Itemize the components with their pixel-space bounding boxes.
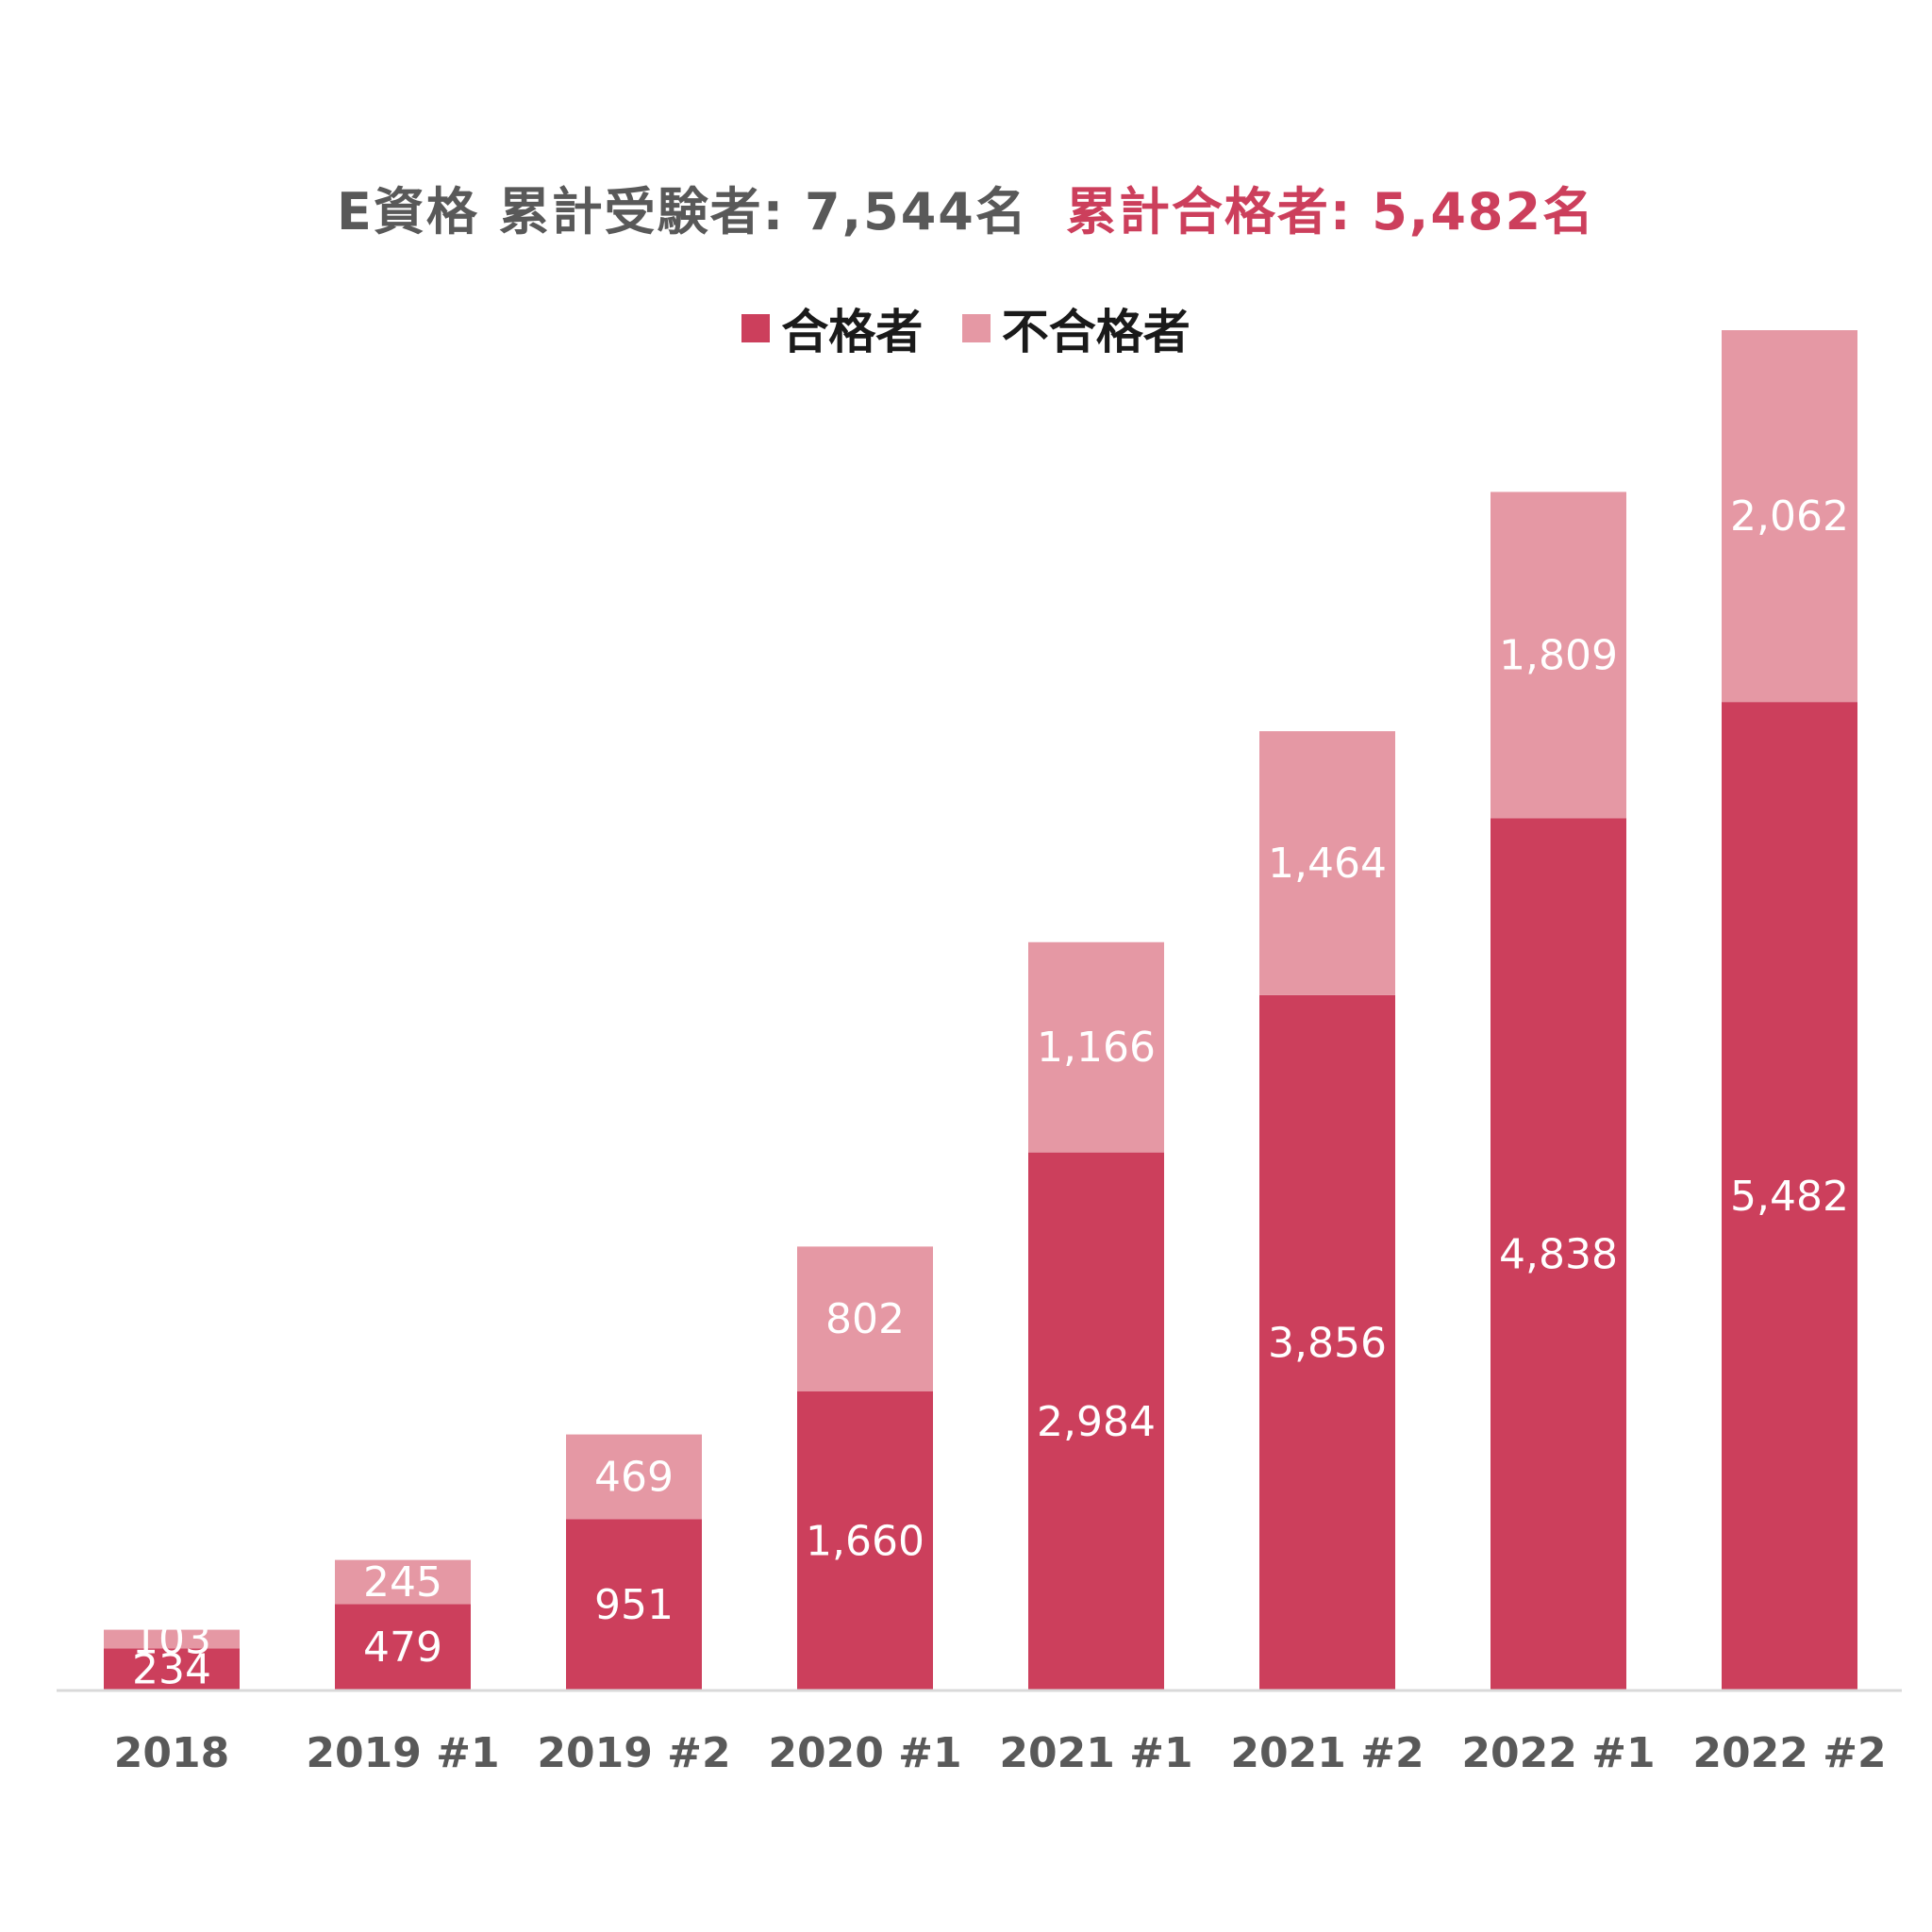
data-label-passed-7: 5,482 bbox=[1730, 1173, 1849, 1221]
data-label-passed-3: 1,660 bbox=[806, 1517, 924, 1565]
chart-title: E資格 累計受験者: 7,544名 累計合格者: 5,482名 bbox=[0, 170, 1932, 244]
bar-failed-7 bbox=[1722, 330, 1857, 703]
bar-passed-1 bbox=[335, 1604, 471, 1690]
bar-passed-2 bbox=[566, 1519, 702, 1690]
data-label-failed-2: 469 bbox=[594, 1453, 674, 1501]
legend-label-passed: 合格者 bbox=[781, 305, 924, 359]
bar-failed-5 bbox=[1259, 731, 1395, 995]
data-label-passed-4: 2,984 bbox=[1037, 1398, 1156, 1446]
data-label-failed-7: 2,062 bbox=[1730, 492, 1849, 541]
data-label-failed-1: 245 bbox=[363, 1558, 442, 1607]
title-total-examinees: E資格 累計受験者: 7,544名 bbox=[336, 182, 1028, 242]
bar-failed-1 bbox=[335, 1559, 471, 1605]
legend-swatch-passed bbox=[741, 314, 771, 342]
data-label-passed-1: 479 bbox=[363, 1624, 442, 1672]
bar-passed-4 bbox=[1028, 1152, 1164, 1690]
data-label-passed-2: 951 bbox=[594, 1581, 674, 1629]
x-tick-label-7: 2022 #2 bbox=[1692, 1729, 1886, 1777]
x-tick-label-0: 2018 bbox=[114, 1729, 229, 1777]
data-label-failed-3: 802 bbox=[825, 1295, 905, 1343]
data-label-failed-5: 1,464 bbox=[1268, 840, 1387, 888]
data-label-failed-6: 1,809 bbox=[1499, 631, 1618, 679]
x-tick-label-4: 2021 #1 bbox=[999, 1729, 1192, 1777]
bar-passed-5 bbox=[1259, 994, 1395, 1690]
data-label-passed-6: 4,838 bbox=[1499, 1231, 1618, 1279]
bar-passed-0 bbox=[104, 1648, 240, 1690]
legend-swatch-failed bbox=[961, 314, 991, 342]
x-tick-label-6: 2022 #1 bbox=[1461, 1729, 1655, 1777]
x-tick-label-5: 2021 #2 bbox=[1230, 1729, 1424, 1777]
x-tick-label-3: 2020 #1 bbox=[768, 1729, 961, 1777]
legend: 合格者 不合格者 bbox=[0, 294, 1932, 362]
bar-passed-6 bbox=[1491, 818, 1626, 1690]
bar-failed-3 bbox=[797, 1246, 933, 1391]
bar-failed-6 bbox=[1491, 491, 1626, 819]
bar-passed-7 bbox=[1722, 702, 1857, 1690]
legend-item-failed: 不合格者 bbox=[961, 294, 1191, 362]
data-label-passed-0: 234 bbox=[132, 1646, 211, 1694]
legend-item-passed: 合格者 bbox=[741, 294, 923, 362]
legend-label-failed: 不合格者 bbox=[1001, 305, 1191, 359]
x-tick-label-1: 2019 #1 bbox=[306, 1729, 499, 1777]
bar-passed-3 bbox=[797, 1391, 933, 1690]
bar-failed-4 bbox=[1028, 941, 1164, 1153]
bar-failed-0 bbox=[104, 1629, 240, 1649]
data-label-failed-0: 103 bbox=[132, 1615, 211, 1663]
x-tick-label-2: 2019 #2 bbox=[537, 1729, 730, 1777]
data-label-failed-4: 1,166 bbox=[1037, 1024, 1156, 1072]
bar-failed-2 bbox=[566, 1434, 702, 1520]
data-label-passed-5: 3,856 bbox=[1268, 1319, 1387, 1367]
title-total-passed: 累計合格者: 5,482名 bbox=[1065, 182, 1596, 242]
